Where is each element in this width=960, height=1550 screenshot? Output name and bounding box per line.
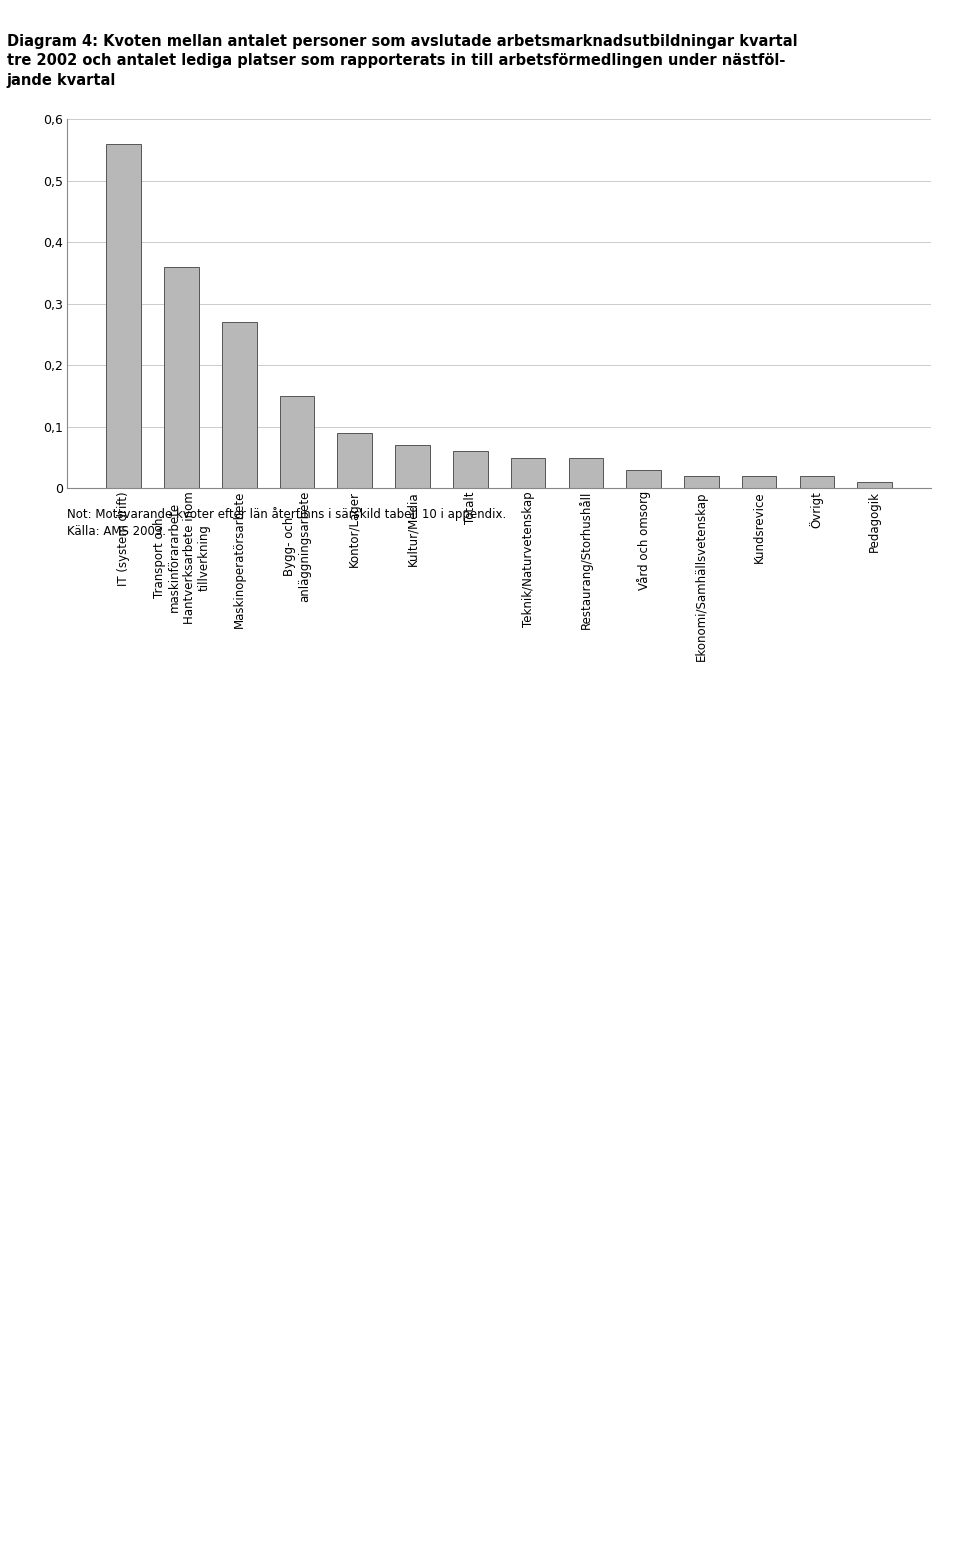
Text: Not: Motsvarande kvoter efter län återfinns i särskild tabell 10 i appendix.
Käl: Not: Motsvarande kvoter efter län återfi… <box>67 507 507 538</box>
Bar <box>800 476 834 488</box>
Bar <box>684 476 719 488</box>
Text: Diagram 4: Kvoten mellan antalet personer som avslutade arbetsmarknadsutbildning: Diagram 4: Kvoten mellan antalet persone… <box>7 34 798 87</box>
Bar <box>626 470 660 488</box>
Bar <box>857 482 892 488</box>
Bar <box>107 144 141 488</box>
Bar <box>742 476 777 488</box>
Bar <box>511 457 545 488</box>
Bar <box>222 322 256 488</box>
Bar <box>396 445 430 488</box>
Bar <box>279 397 314 488</box>
Bar <box>453 451 488 488</box>
Bar <box>338 432 372 488</box>
Bar <box>164 267 199 488</box>
Bar <box>568 457 603 488</box>
